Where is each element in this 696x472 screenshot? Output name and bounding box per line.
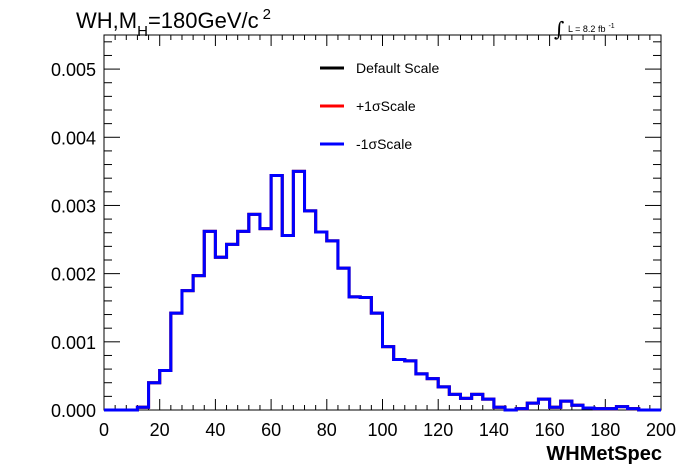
x-tick-label: 100 <box>367 420 397 440</box>
chart-title-prefix: WH,M <box>76 8 137 33</box>
y-tick-label: 0.005 <box>51 60 96 80</box>
y-tick-label: 0.001 <box>51 333 96 353</box>
x-tick-label: 0 <box>99 420 109 440</box>
plot-frame <box>103 34 662 411</box>
x-tick-label: 160 <box>535 420 565 440</box>
y-tick-label: 0.000 <box>51 401 96 421</box>
axes: 0 20 40 60 80 100 120 140 160 180 200 0.000 0.001 0.0… <box>51 35 676 440</box>
x-tick-label: 120 <box>423 420 453 440</box>
x-tick-label: 200 <box>646 420 676 440</box>
luminosity-superscript: -1 <box>608 23 614 30</box>
x-tick-label: 180 <box>590 420 620 440</box>
integral-symbol: ∫ <box>554 17 564 41</box>
legend-label: -1σScale <box>356 136 412 152</box>
chart-title-superscript: 2 <box>263 6 271 23</box>
luminosity-label: L = 8.2 fb -1 <box>568 23 615 34</box>
chart-title-subscript: H <box>137 23 148 40</box>
luminosity-text: L = 8.2 fb <box>568 24 605 34</box>
x-axis-title: WHMetSpec <box>546 443 662 465</box>
chart-title-middle: =180GeV/c <box>148 8 259 33</box>
series-layer <box>104 169 661 412</box>
series-line-3 <box>104 169 661 412</box>
x-tick-label: 80 <box>317 420 337 440</box>
chart-title: WH,MH=180GeV/c 2 <box>76 6 271 40</box>
legend: Default Scale +1σScale -1σScale <box>320 60 439 152</box>
x-tick-label: 20 <box>150 420 170 440</box>
legend-label: +1σScale <box>356 98 416 114</box>
x-tick-label: 40 <box>205 420 225 440</box>
x-tick-label: 140 <box>479 420 509 440</box>
legend-label: Default Scale <box>356 60 439 76</box>
y-tick-label: 0.003 <box>51 196 96 216</box>
y-tick-label: 0.004 <box>51 128 96 148</box>
x-tick-label: 60 <box>261 420 281 440</box>
y-tick-label: 0.002 <box>51 265 96 285</box>
